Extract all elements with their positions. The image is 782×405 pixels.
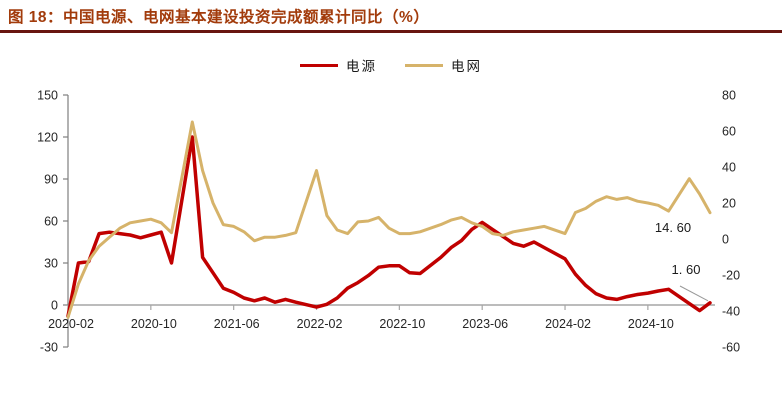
series-grid-line [66,120,712,319]
annotation-power-value: 1. 60 [671,262,701,277]
y-axis-left-label: 30 [44,257,58,271]
legend-item-grid: 电网 [405,55,482,75]
legend-line-sample-power [300,63,338,67]
legend-line-sample-grid [405,63,443,67]
legend-item-power: 电源 [300,55,377,75]
y-axis-right-label: -40 [722,305,740,319]
series-power-line [66,135,712,318]
y-axis-right-label: 80 [722,89,736,103]
chart-legend: 电源 电网 [0,55,782,75]
y-axis-left-label: -30 [40,341,58,355]
legend-label-grid: 电网 [451,59,482,74]
page-title: 图 18：中国电源、电网基本建设投资完成额累计同比（%） [8,9,430,26]
x-axis-label: 2020-10 [131,317,177,331]
y-axis-left-label: 0 [51,299,58,313]
x-axis-label: 2022-10 [379,317,425,331]
y-axis-left-label: 150 [37,89,58,103]
x-axis-label: 2020-02 [48,317,94,331]
y-axis-left-label: 60 [44,215,58,229]
x-axis-label: 2021-06 [214,317,260,331]
annotation-leader-line [679,285,709,302]
legend-label-power: 电源 [346,59,377,74]
y-axis-right-label: 60 [722,125,736,139]
y-axis-right-label: 40 [722,161,736,175]
y-axis-right-label: -60 [722,341,740,355]
y-axis-right-label: 0 [722,233,729,247]
y-axis-right-label: 20 [722,197,736,211]
title-underline [0,30,782,33]
x-axis-label: 2022-02 [297,317,343,331]
annotation-grid-value: 14. 60 [654,220,692,235]
x-axis-label: 2024-02 [545,317,591,331]
x-axis-label: 2024-10 [628,317,674,331]
y-axis-left-label: 120 [37,131,58,145]
y-axis-left-label: 90 [44,173,58,187]
y-axis-right-label: -20 [722,269,740,283]
x-axis-label: 2023-06 [462,317,508,331]
